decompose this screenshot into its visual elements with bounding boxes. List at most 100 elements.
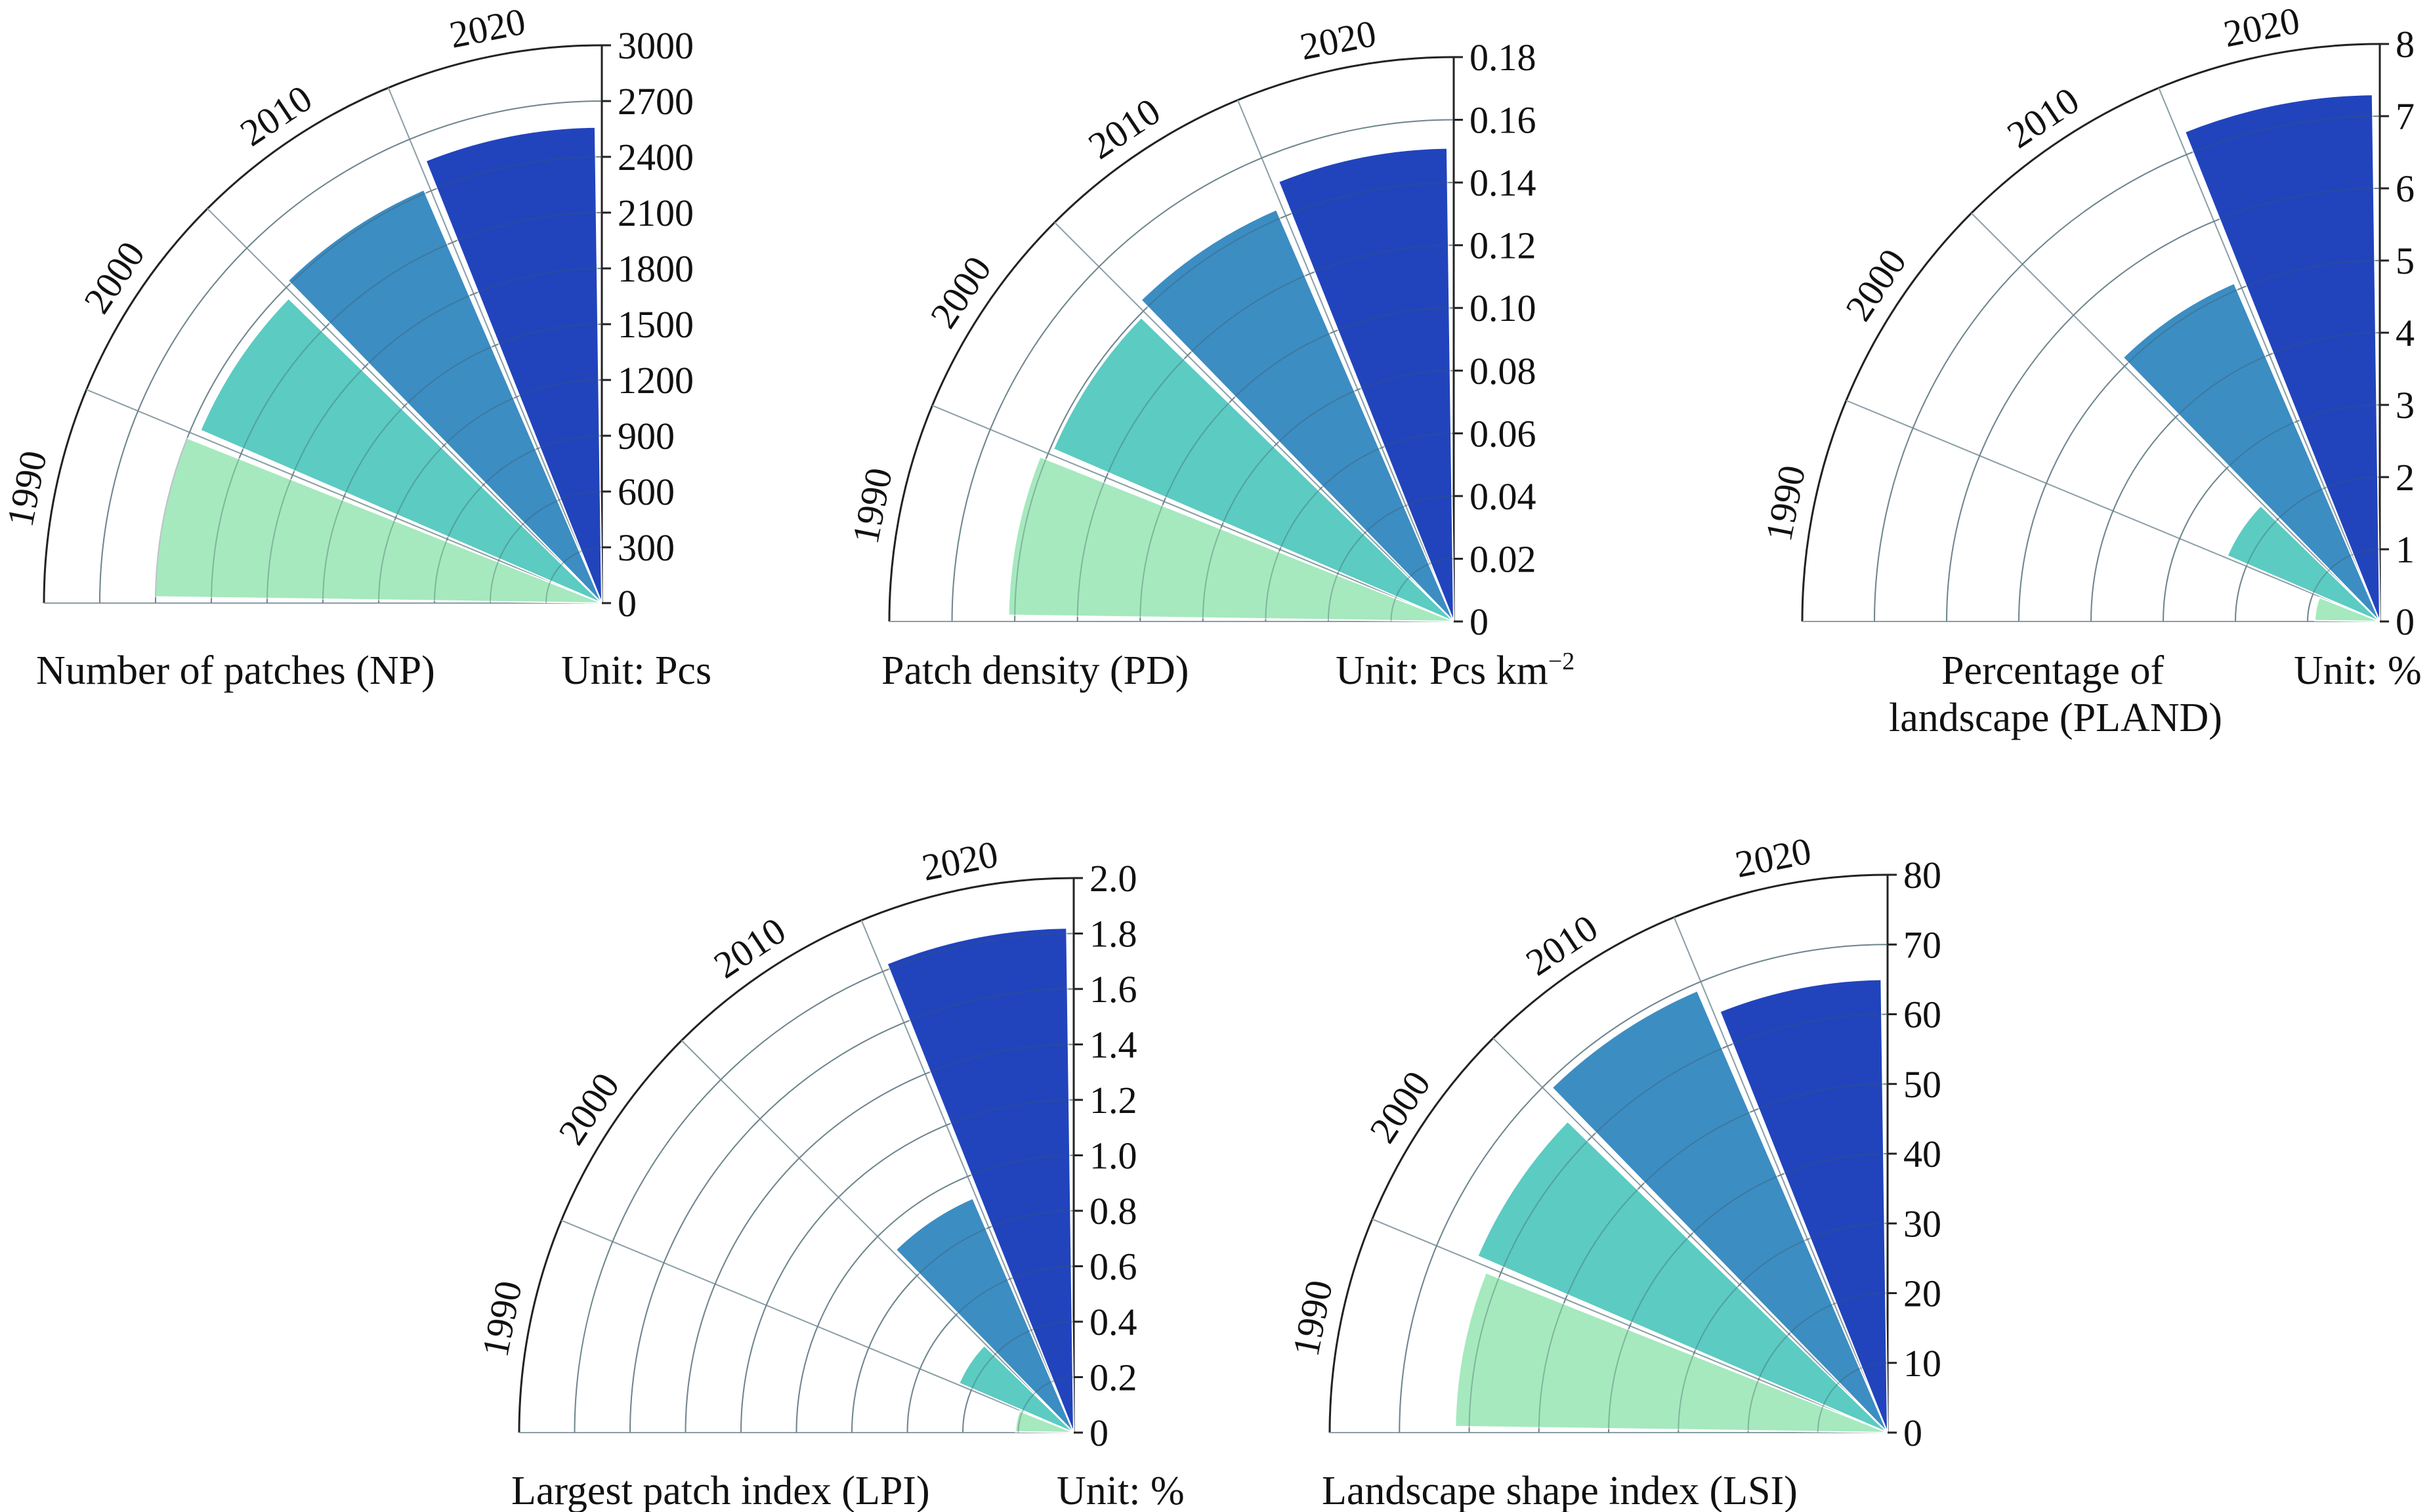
year-label: 2010 — [1518, 906, 1605, 984]
grid-arc-overlay — [266, 268, 602, 604]
radial-chart-2: 0 0.02 0.04 0.06 0.08 0.10 0.12 0.14 0.16 0.18 199… — [844, 12, 1575, 693]
year-label: 1990 — [473, 1277, 530, 1360]
radial-gridline — [1054, 222, 1454, 622]
tick-label: 0.04 — [1469, 475, 1536, 518]
tick-label: 4 — [2396, 312, 2415, 354]
radial-gridline — [860, 919, 1074, 1433]
year-label: 2020 — [918, 832, 1001, 889]
chart-title: Number of patches (NP) — [36, 648, 435, 693]
grid-arc-overlay — [490, 491, 602, 604]
bar-1990 — [1015, 1410, 1074, 1433]
bar-2010 — [895, 1197, 1074, 1433]
tick-label: 8 — [2396, 23, 2415, 66]
tick-label: 900 — [618, 415, 675, 457]
year-label: 2000 — [75, 234, 153, 321]
unit-label: Unit: % — [1057, 1469, 1185, 1512]
grid-arc-overlay — [1608, 1153, 1888, 1433]
tick-label: 0 — [2396, 600, 2415, 643]
grid-arc-overlay — [1139, 307, 1454, 622]
tick-label: 0.18 — [1469, 36, 1536, 79]
radial-gridline — [1971, 213, 2380, 622]
tick-label: 3 — [2396, 384, 2415, 427]
tick-label: 0.14 — [1469, 161, 1536, 204]
year-label: 2020 — [446, 0, 528, 56]
tick-label: 0.2 — [1089, 1356, 1137, 1399]
tick-label: 2100 — [618, 192, 694, 234]
grid-arc-overlay — [2235, 476, 2380, 622]
tick-label: 50 — [1903, 1063, 1941, 1106]
chart-title: Percentage of — [1941, 648, 2164, 693]
grid-arc-overlay — [951, 119, 1454, 622]
bar-1990 — [2314, 597, 2380, 622]
tick-label: 1200 — [618, 359, 694, 402]
grid-arc-overlay — [1678, 1223, 1888, 1433]
tick-label: 30 — [1903, 1202, 1941, 1245]
grid-arc-overlay — [1017, 1376, 1074, 1433]
tick-label: 300 — [618, 526, 675, 569]
tick-label: 0.16 — [1469, 99, 1536, 142]
grid-arc-overlay — [322, 324, 602, 604]
grid-arc-overlay — [685, 1043, 1074, 1433]
grid-arc-overlay — [378, 379, 602, 604]
tick-label: 1500 — [618, 303, 694, 346]
radial-gridline — [1237, 100, 1454, 622]
year-label: 2010 — [2000, 79, 2087, 156]
tick-label: 1.6 — [1089, 968, 1137, 1011]
year-label: 2020 — [1297, 12, 1380, 68]
tick-label: 2400 — [618, 136, 694, 178]
year-label: 2000 — [1837, 242, 1914, 329]
radial-chart-1: 0 300 600 900 1200 1500 1800 2100 2400 2700 3000 19… — [0, 0, 711, 693]
tick-label: 2.0 — [1089, 857, 1137, 900]
radial-gridline — [1673, 917, 1888, 1433]
year-label: 1990 — [844, 465, 900, 547]
radial-gridline — [1372, 1218, 1888, 1433]
tick-label: 0 — [1469, 600, 1489, 643]
chart-title: Landscape shape index (LSI) — [1322, 1469, 1798, 1512]
grid-arc-overlay — [1747, 1292, 1888, 1433]
unit-label: Unit: Pcs km−2 — [1336, 648, 1575, 693]
tick-label: 6 — [2396, 167, 2415, 210]
chart-title: Largest patch index (LPI) — [511, 1469, 930, 1512]
bar-2010 — [287, 188, 602, 604]
unit-label: Unit: % — [2294, 648, 2422, 693]
tick-label: 2700 — [618, 80, 694, 123]
radial-gridline — [387, 87, 602, 604]
bar-2020 — [1719, 978, 1888, 1433]
bar-2020 — [425, 126, 602, 604]
grid-arc-overlay — [1202, 369, 1454, 622]
grid-arc-overlay — [2163, 404, 2380, 622]
tick-label: 0.08 — [1469, 350, 1536, 392]
year-label: 1990 — [1284, 1276, 1340, 1359]
grid-arc-overlay — [1014, 182, 1454, 622]
tick-label: 0.12 — [1469, 224, 1536, 267]
grid-arc-overlay — [1946, 188, 2380, 622]
year-label: 1990 — [1757, 462, 1813, 545]
tick-label: 10 — [1903, 1342, 1941, 1385]
bar-2020 — [886, 927, 1074, 1433]
tick-label: 1.4 — [1089, 1024, 1137, 1066]
year-label: 2020 — [2220, 0, 2303, 55]
grid-arc-overlay — [99, 100, 602, 604]
tick-label: 40 — [1903, 1133, 1941, 1175]
bar-2020 — [1277, 147, 1454, 622]
tick-label: 0.06 — [1469, 412, 1536, 455]
radial-chart-5: 0 10 20 30 40 50 60 70 80 1990 2000 2010 2020 Landsca… — [1284, 829, 1941, 1512]
radial-gridline — [681, 1040, 1074, 1433]
unit-label: Unit: Pcs — [561, 648, 711, 693]
tick-label: 1.0 — [1089, 1135, 1137, 1177]
tick-label: 0.10 — [1469, 287, 1536, 329]
grid-arc-overlay — [962, 1321, 1074, 1433]
radial-gridline — [1846, 400, 2380, 622]
bar-2020 — [2184, 94, 2380, 622]
bar-2010 — [1551, 990, 1888, 1433]
chart-title: Patch density (PD) — [881, 648, 1189, 693]
grid-arc-overlay — [2307, 549, 2380, 622]
tick-label: 0.8 — [1089, 1190, 1137, 1232]
tick-label: 0.02 — [1469, 537, 1536, 580]
radial-gridline — [86, 388, 602, 604]
tick-label: 0.6 — [1089, 1246, 1137, 1288]
grid-arc-overlay — [1399, 944, 1888, 1433]
radial-chart-3: 0 1 2 3 4 5 6 7 8 1990 2000 2010 2020 Percentage ofla… — [1757, 0, 2422, 740]
grid-arc-overlay — [155, 156, 602, 604]
